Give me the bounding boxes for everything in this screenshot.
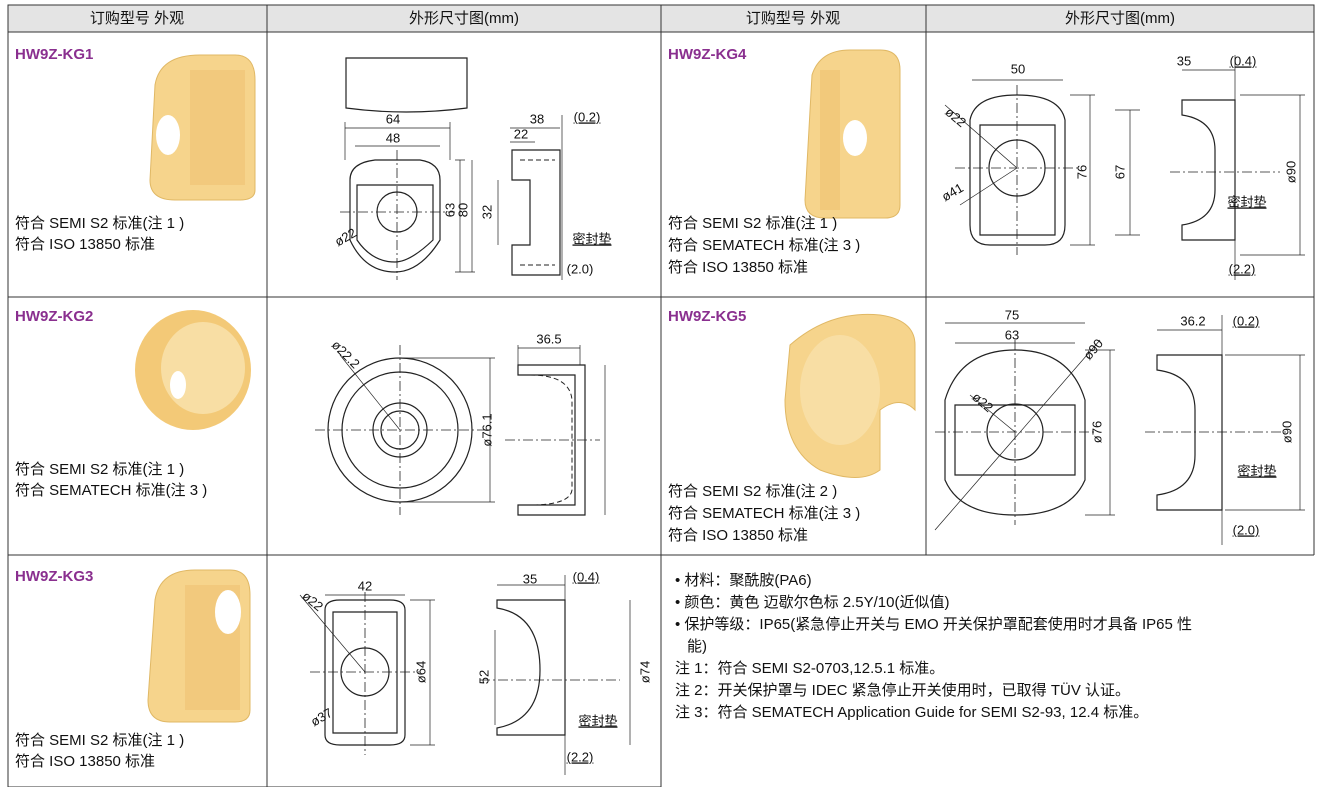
drawing [934,315,1305,545]
standard: 符合 SEMI S2 标准(注 1 ) [15,732,184,749]
dimension-label: 52 [476,670,491,684]
dimension-label: 密封垫 [578,713,617,728]
header: 订购型号 外观 [746,10,840,27]
dimension-label: 35 [523,571,537,586]
dimension-label: 35 [1177,53,1191,68]
standard: 符合 SEMI S2 标准(注 1 ) [668,215,837,232]
drawing [340,57,563,280]
note: • 保护等级：IP65(紧急停止开关与 EMO 开关保护罩配套使用时才具备 IP… [675,615,1192,633]
standard: 符合 ISO 13850 标准 [668,527,808,544]
dimension-label: 36.5 [536,331,561,346]
dimension-label: ø74 [637,661,652,683]
model: HW9Z-KG1 [15,46,93,63]
product-image [784,313,916,478]
standard: 符合 ISO 13850 标准 [668,259,808,276]
note: 注 3：符合 SEMATECH Application Guide for SE… [675,704,1148,721]
model: HW9Z-KG5 [668,308,746,325]
dimension-label: 76 [1074,165,1089,179]
dimension-label: 80 [455,203,470,217]
header: 外形尺寸图(mm) [409,10,519,27]
product-image [149,54,256,201]
dimension-label: 密封垫 [1227,194,1266,209]
standard: 符合 SEMI S2 标准(注 1 ) [15,215,184,232]
note: 注 1：符合 SEMI S2-0703,12.5.1 标准。 [675,660,944,677]
dimension-label: 67 [1112,165,1127,179]
dimension-label: ø22 [332,225,359,249]
dimension-label: ø90 [1283,161,1298,183]
dimension-label: ø76.1 [479,413,494,446]
dimension-label: 48 [386,130,400,145]
dimension-label: (2.0) [1233,522,1260,537]
dimension-label: ø90 [1279,421,1294,443]
model: HW9Z-KG3 [15,568,93,585]
dimension-label: (2.2) [567,749,594,764]
dimension-label: 42 [358,578,372,593]
dimension-label: (0.2) [574,109,601,124]
drawing [299,575,631,775]
dimension-label: 63 [442,203,457,217]
product-image [135,310,251,430]
note: • 材料：聚酰胺(PA6) [675,572,812,589]
dimension-label: ø22 [299,588,326,614]
dimension-label: 密封垫 [1237,463,1276,478]
note: 注 2：开关保护罩与 IDEC 紧急停止开关使用时，已取得 TÜV 认证。 [675,681,1130,699]
standard: 符合 ISO 13850 标准 [15,753,155,770]
dimension-label: (0.4) [1230,53,1257,68]
dimension-label: 63 [1005,327,1019,342]
standard: 符合 SEMATECH 标准(注 3 ) [668,237,860,254]
standard: 符合 SEMI S2 标准(注 2 ) [668,483,837,500]
header: 外形尺寸图(mm) [1065,10,1175,27]
dimension-label: 64 [386,111,400,126]
standard: 符合 SEMI S2 标准(注 1 ) [15,461,184,478]
dimension-label: ø22 [969,389,996,415]
dimension-label: (0.2) [1233,313,1260,328]
model: HW9Z-KG4 [668,46,747,63]
dimension-label: (2.0) [567,261,594,276]
dimension-label: 75 [1005,307,1019,322]
drawing [315,345,606,516]
dimension-label: (0.4) [573,569,600,584]
note: 能) [687,638,707,655]
dimension-label: 50 [1011,61,1025,76]
note: • 颜色：黄色 迈歇尔色标 2.5Y/10(近似值) [675,594,949,611]
dimension-label: 36.2 [1180,313,1205,328]
standard: 符合 SEMATECH 标准(注 3 ) [668,505,860,522]
dimension-label: ø64 [413,661,428,683]
header: 订购型号 外观 [90,10,184,27]
standard: 符合 ISO 13850 标准 [15,236,155,253]
table-frame [7,4,1315,787]
dimension-label: ø22 [942,104,969,130]
product-image [804,49,901,219]
dimension-label: 22 [514,126,528,141]
dimension-label: 密封垫 [572,231,611,246]
dimension-label: ø37 [308,705,335,729]
dimension-label: ø76 [1089,421,1104,443]
dimension-label: ø41 [939,180,966,204]
dimension-label: 38 [530,111,544,126]
dimension-label: 32 [479,205,494,219]
drawing [944,55,1305,280]
dimension-label: (2.2) [1229,261,1256,276]
dimension-label: ø22.2 [329,337,363,371]
model: HW9Z-KG2 [15,308,93,325]
standard: 符合 SEMATECH 标准(注 3 ) [15,482,207,499]
product-image [147,569,251,723]
